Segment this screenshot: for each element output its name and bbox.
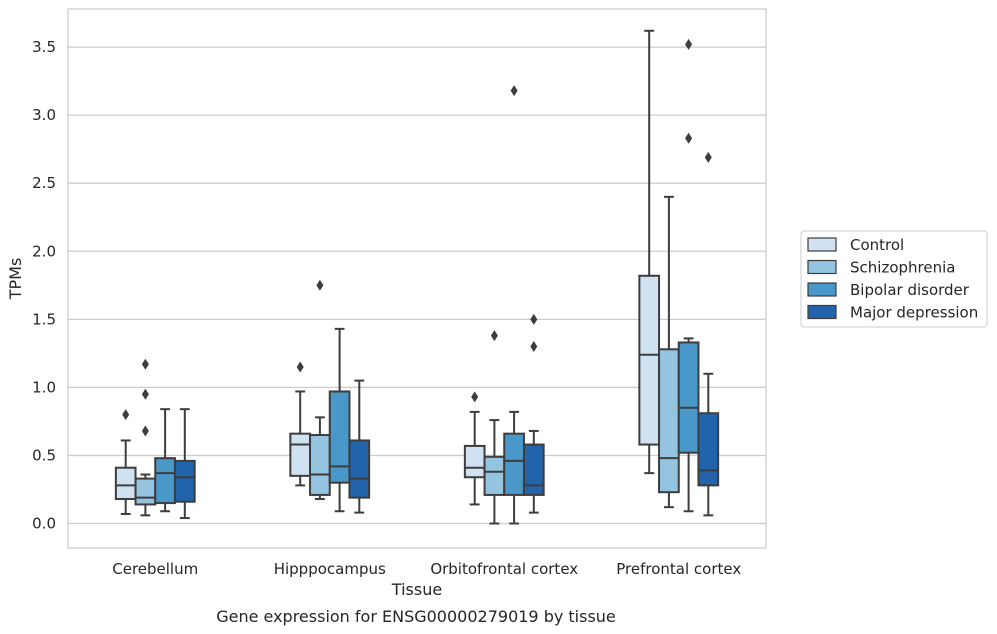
legend-label: Major depression — [850, 304, 978, 322]
legend-label: Schizophrenia — [850, 259, 955, 277]
box-body — [503, 432, 525, 496]
box-bipolar-disorder — [503, 85, 525, 525]
legend-label: Bipolar disorder — [850, 281, 970, 299]
box-body — [697, 412, 720, 487]
box-control — [289, 361, 312, 487]
y-axis-label: TPMs — [6, 258, 25, 301]
box-control — [463, 391, 486, 506]
legend-label: Control — [850, 236, 904, 254]
y-tick-label: 0.0 — [32, 515, 56, 533]
box-body — [173, 459, 196, 503]
x-tick-label: Orbitofrontal cortex — [430, 560, 578, 578]
outlier-point — [141, 358, 149, 370]
x-tick-labels: Cerebellum Hipppocampus Orbitofrontal cort… — [112, 560, 741, 578]
outlier-point — [704, 151, 712, 163]
y-tick-label: 2.5 — [32, 174, 56, 192]
box-body — [309, 434, 331, 496]
legend: Control Schizophrenia Bipolar disorder Majo… — [800, 230, 988, 328]
box-body — [463, 444, 486, 479]
box-schizophrenia — [134, 358, 157, 517]
box-body — [483, 455, 506, 496]
box-body — [658, 348, 680, 494]
box-bipolar-disorder — [328, 327, 351, 513]
outlier-point — [510, 85, 518, 97]
outlier-point — [685, 38, 693, 50]
legend-swatch — [807, 237, 837, 252]
box-body — [114, 466, 137, 501]
box-schizophrenia — [483, 330, 506, 525]
box-body — [289, 432, 312, 477]
y-tick-label: 2.0 — [32, 242, 56, 260]
x-tick-label: Cerebellum — [112, 560, 198, 578]
box-major-depression — [348, 379, 371, 514]
y-tick-label: 1.0 — [32, 378, 56, 396]
x-axis-label: Tissue — [391, 580, 442, 599]
y-tick-label: 0.5 — [32, 446, 56, 464]
legend-swatch — [807, 282, 837, 297]
outlier-point — [530, 313, 538, 325]
box-major-depression — [173, 408, 196, 520]
box-bipolar-disorder — [677, 38, 700, 513]
box-control — [114, 409, 137, 515]
legend-swatch — [807, 304, 837, 320]
outlier-point — [530, 341, 538, 353]
outlier-point — [141, 425, 149, 437]
legend-frame — [800, 230, 988, 328]
box-schizophrenia — [309, 279, 331, 500]
legend-swatch — [807, 259, 837, 275]
boxes — [114, 29, 720, 525]
box-bipolar-disorder — [154, 408, 176, 513]
box-major-depression — [522, 313, 545, 514]
box-major-depression — [697, 151, 720, 517]
box-body — [348, 439, 371, 499]
box-schizophrenia — [658, 195, 680, 509]
box-control — [638, 29, 661, 475]
box-body — [328, 390, 351, 484]
box-body — [677, 341, 700, 454]
box-body — [638, 274, 661, 446]
outlier-point — [471, 391, 479, 403]
outlier-point — [490, 330, 498, 342]
box-body — [154, 457, 176, 505]
outlier-point — [122, 409, 130, 421]
outlier-point — [296, 361, 304, 373]
box-body — [134, 477, 157, 506]
y-tick-label: 1.5 — [32, 310, 56, 328]
x-tick-label: Hipppocampus — [274, 560, 386, 578]
y-tick-label: 3.0 — [32, 106, 56, 124]
chart-caption: Gene expression for ENSG00000279019 by t… — [216, 607, 616, 626]
y-tick-labels: 0.0 0.5 1.0 1.5 2.0 2.5 3.0 3.5 — [32, 38, 56, 532]
outlier-point — [316, 279, 324, 291]
x-tick-label: Prefrontal cortex — [616, 560, 741, 578]
y-tick-label: 3.5 — [32, 38, 56, 56]
plot-frame — [67, 8, 767, 549]
outlier-point — [685, 132, 693, 144]
box-body — [522, 443, 545, 496]
outlier-point — [141, 388, 149, 400]
